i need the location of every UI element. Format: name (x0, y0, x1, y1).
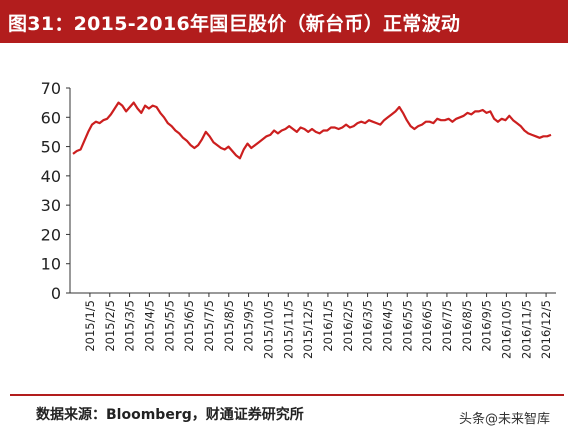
x-tick-label: 2015/4/5 (142, 300, 156, 352)
x-tick-label: 2016/2/5 (341, 300, 355, 352)
x-tick-label: 2015/9/5 (242, 300, 256, 352)
x-tick-label: 2016/11/5 (519, 300, 533, 359)
x-tick-label: 2015/10/5 (261, 300, 275, 359)
y-tick-label: 50 (41, 138, 61, 157)
y-tick-label: 60 (41, 108, 61, 127)
x-tick-label: 2015/5/5 (162, 300, 176, 352)
y-tick-label: 40 (41, 167, 61, 186)
x-tick-label: 2015/8/5 (222, 300, 236, 352)
x-tick-label: 2015/2/5 (103, 300, 117, 352)
y-tick-label: 0 (51, 284, 61, 303)
x-tick-label: 2015/11/5 (281, 300, 295, 359)
y-tick-label: 70 (41, 79, 61, 98)
y-tick-group: 0 10 20 30 40 50 60 70 (41, 79, 70, 303)
title-bar: 图31：2015-2016年国巨股价（新台币）正常波动 (0, 0, 568, 43)
y-tick-label: 10 (41, 255, 61, 274)
series-line-price (72, 101, 552, 160)
x-tick-label: 2016/7/5 (440, 300, 454, 352)
x-tick-label: 2016/8/5 (460, 300, 474, 352)
x-tick-label: 2015/7/5 (202, 300, 216, 352)
watermark: 头条@未来智库 (458, 412, 550, 427)
x-tick-label: 2015/1/5 (83, 300, 97, 352)
x-tick-label: 2016/6/5 (420, 300, 434, 352)
x-axis: 2015/1/5 2015/2/5 2015/3/5 2015/4/5 2015/5/5… (70, 292, 556, 359)
line-chart: 0 10 20 30 40 50 60 70 2015/1/5 2015/2/5 2015/3/5… (41, 79, 556, 359)
x-tick-label: 2016/4/5 (380, 300, 394, 352)
x-tick-label: 2016/12/5 (539, 300, 553, 359)
x-tick-label: 2016/9/5 (480, 300, 494, 352)
x-tick-label: 2015/12/5 (301, 300, 315, 359)
y-axis: 0 10 20 30 40 50 60 70 (41, 79, 71, 303)
x-tick-group: 2015/1/5 2015/2/5 2015/3/5 2015/4/5 2015/5/5… (83, 293, 553, 359)
x-tick-label: 2016/3/5 (361, 300, 375, 352)
y-tick-label: 20 (41, 225, 61, 244)
y-tick-label: 30 (41, 196, 61, 215)
chart-title: 图31：2015-2016年国巨股价（新台币）正常波动 (8, 13, 461, 35)
source-note: 数据来源：Bloomberg，财通证券研究所 (36, 407, 304, 423)
x-tick-label: 2016/10/5 (499, 300, 513, 359)
x-tick-label: 2016/5/5 (400, 300, 414, 352)
x-tick-label: 2015/6/5 (182, 300, 196, 352)
x-tick-label: 2015/3/5 (123, 300, 137, 352)
source-divider (10, 394, 564, 396)
x-tick-label: 2016/1/5 (321, 300, 335, 352)
